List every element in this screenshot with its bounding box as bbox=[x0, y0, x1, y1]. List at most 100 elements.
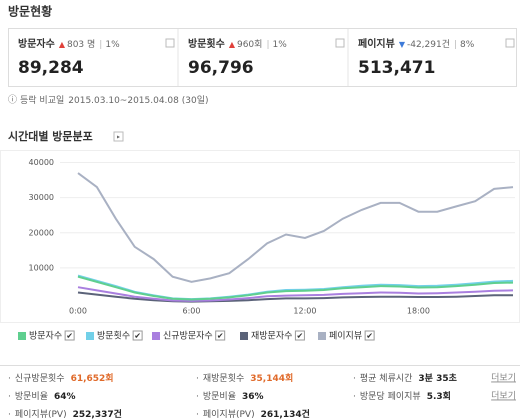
more-link[interactable]: 더보기 bbox=[491, 391, 516, 402]
stat-label: 재방문횟수 bbox=[203, 372, 244, 384]
card-percent: 8% bbox=[460, 40, 475, 50]
card-value: 96,796 bbox=[188, 58, 254, 78]
stat-bullet: · bbox=[8, 392, 11, 402]
series-line bbox=[77, 172, 514, 283]
stat: · 평균 체류시간 3분 35초 bbox=[353, 373, 458, 384]
stat-value: 252,337건 bbox=[73, 408, 122, 420]
stat-bullet: · bbox=[8, 410, 11, 420]
card-change: 960회 bbox=[237, 39, 262, 50]
stat: · 페이지뷰(PV) 261,134건 bbox=[196, 408, 310, 420]
stat-value: 64% bbox=[54, 392, 76, 402]
compare-icon: ⓘ bbox=[8, 95, 17, 106]
card-sep: | bbox=[99, 40, 102, 50]
y-tick-label: 20000 bbox=[29, 228, 54, 237]
card-arrow: ▲ bbox=[229, 40, 236, 49]
y-tick-label: 40000 bbox=[29, 158, 54, 167]
legend-check: ✔ bbox=[134, 332, 141, 341]
card-value: 89,284 bbox=[18, 58, 84, 78]
chart-title: 시간대별 방문분포 bbox=[8, 129, 93, 143]
card-header: 페이지뷰 ▼ -42,291건 | 8% bbox=[358, 37, 475, 50]
stat-bullet: · bbox=[353, 374, 356, 384]
compare-text: 등락 비교일 2015.03.10~2015.04.08 (30일) bbox=[20, 94, 208, 106]
stat-label: 방문비율 bbox=[203, 391, 236, 402]
page-title: 방문현황 bbox=[8, 4, 52, 19]
card-header: 방문자수 ▲ 803 명 | 1% bbox=[18, 37, 120, 50]
x-tick-label: 0:00 bbox=[69, 307, 87, 316]
y-tick-label: 30000 bbox=[29, 193, 54, 202]
card-value: 513,471 bbox=[358, 58, 435, 78]
legend-swatch bbox=[86, 332, 94, 340]
y-tick-label: 10000 bbox=[29, 263, 54, 272]
legend-label: 방문자수 bbox=[29, 331, 62, 342]
stat: · 페이지뷰(PV) 252,337건 bbox=[8, 408, 122, 420]
stat: · 재방문횟수 35,144회 bbox=[196, 372, 293, 384]
legend-label: 신규방문자수 bbox=[163, 331, 213, 342]
legend-checkbox[interactable] bbox=[294, 330, 305, 341]
stat-label: 방문비율 bbox=[15, 391, 48, 402]
stat: · 방문비율 36% bbox=[196, 391, 264, 402]
legend-swatch bbox=[240, 332, 248, 340]
card-arrow: ▼ bbox=[399, 40, 406, 49]
stat-bullet: · bbox=[353, 392, 356, 402]
stat-value: 35,144회 bbox=[250, 372, 293, 384]
stat-value: 261,134건 bbox=[261, 408, 310, 420]
card-more-button[interactable] bbox=[335, 38, 345, 48]
stat-bullet: · bbox=[196, 410, 199, 420]
stat-value: 5.3회 bbox=[427, 390, 451, 402]
legend-check: ✔ bbox=[297, 332, 304, 341]
card-sep: | bbox=[454, 40, 457, 50]
card-change: -42,291건 bbox=[407, 39, 450, 50]
legend-label: 재방문자수 bbox=[251, 331, 292, 342]
legend-swatch bbox=[318, 332, 326, 340]
stat-value: 61,652회 bbox=[71, 372, 114, 384]
card-more-button[interactable] bbox=[165, 38, 175, 48]
series-line bbox=[77, 291, 513, 303]
card-sep: | bbox=[266, 40, 269, 50]
legend-checkbox[interactable] bbox=[364, 330, 375, 341]
card-more-button[interactable] bbox=[505, 38, 515, 48]
legend-swatch bbox=[18, 332, 26, 340]
card-header: 방문횟수 ▲ 960회 | 1% bbox=[188, 37, 287, 50]
chart-more-button[interactable] bbox=[113, 131, 124, 142]
stat-label: 평균 체류시간 bbox=[360, 373, 413, 384]
compare-label: 등락 비교일 bbox=[20, 94, 64, 106]
legend-swatch bbox=[152, 332, 160, 340]
series-line bbox=[77, 275, 514, 301]
stat: · 방문비율 64% bbox=[8, 391, 76, 402]
legend-check: ✔ bbox=[217, 332, 224, 341]
card-change: 803 명 bbox=[67, 39, 95, 50]
legend-check: ✔ bbox=[66, 332, 73, 341]
stat: · 방문당 페이지뷰 5.3회 bbox=[353, 390, 451, 402]
legend-checkbox[interactable] bbox=[64, 330, 75, 341]
stat-bullet: · bbox=[196, 392, 199, 402]
compare-period: 2015.03.10~2015.04.08 (30일) bbox=[68, 95, 208, 106]
chart-more-icon: ▸ bbox=[117, 134, 120, 141]
stat-bullet: · bbox=[196, 374, 199, 384]
card-label: 방문횟수 bbox=[188, 37, 225, 50]
stat-value: 3분 35초 bbox=[418, 373, 457, 384]
card-percent: 1% bbox=[272, 40, 287, 50]
legend-check: ✔ bbox=[366, 332, 373, 341]
more-link[interactable]: 더보기 bbox=[491, 373, 516, 384]
card-percent: 1% bbox=[105, 40, 120, 50]
stat-label: 페이지뷰(PV) bbox=[203, 409, 255, 420]
x-tick-label: 12:00 bbox=[293, 307, 316, 316]
x-tick-label: 18:00 bbox=[407, 307, 430, 316]
stat: · 신규방문횟수 61,652회 bbox=[8, 372, 114, 384]
series-line bbox=[77, 286, 514, 302]
stat-label: 신규방문횟수 bbox=[15, 372, 65, 384]
card-label: 페이지뷰 bbox=[358, 37, 395, 50]
legend-label: 방문횟수 bbox=[97, 330, 130, 342]
legend-checkbox[interactable] bbox=[215, 330, 226, 341]
card-arrow: ▲ bbox=[59, 40, 66, 49]
stat-label: 페이지뷰(PV) bbox=[15, 409, 67, 420]
stat-label: 방문당 페이지뷰 bbox=[360, 391, 421, 402]
card-label: 방문자수 bbox=[18, 37, 55, 50]
legend-label: 페이지뷰 bbox=[329, 331, 362, 342]
cards-box bbox=[8, 28, 517, 87]
stat-bullet: · bbox=[8, 374, 11, 384]
legend-checkbox[interactable] bbox=[132, 330, 143, 341]
stat-value: 36% bbox=[242, 392, 264, 402]
x-tick-label: 6:00 bbox=[182, 307, 200, 316]
